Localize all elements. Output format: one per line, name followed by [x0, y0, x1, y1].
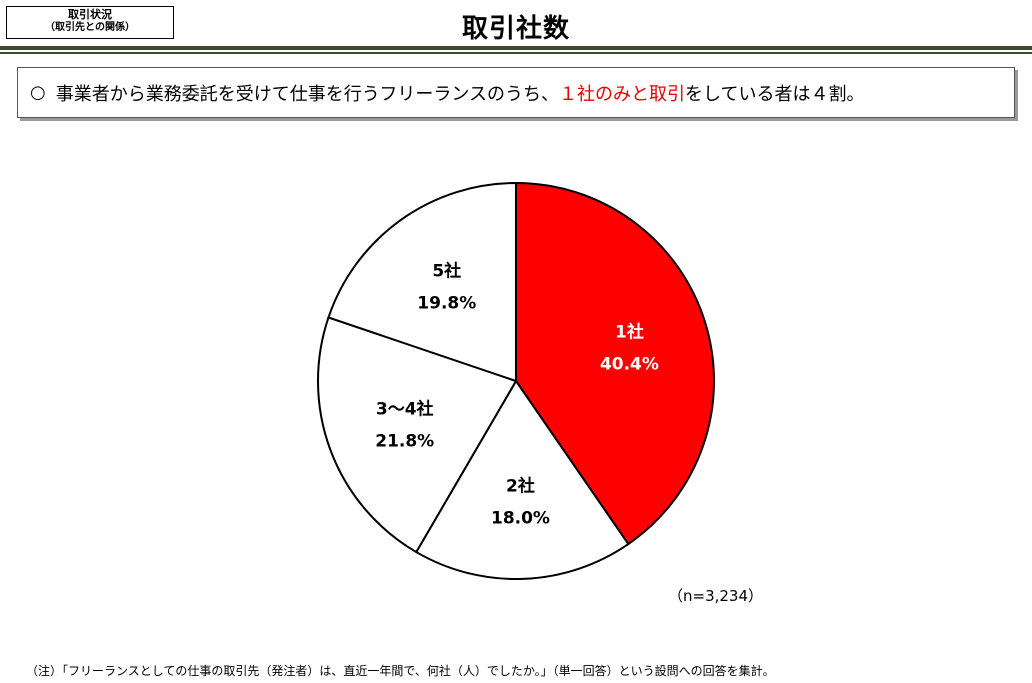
section-tag-line1: 取引状況: [68, 8, 112, 21]
slice-value-4: 19.8%: [417, 293, 476, 313]
title-rule-thick: [0, 46, 1032, 50]
section-tag-line2: （取引先との関係）: [45, 21, 135, 33]
slice-label-2: 2社: [506, 476, 535, 497]
pie-slice-3: [317, 316, 518, 554]
title-rule-thin: [0, 52, 1032, 54]
slice-label-1: 1社: [615, 322, 644, 343]
slice-value-3: 21.8%: [375, 432, 434, 452]
section-tag: 取引状況 （取引先との関係）: [6, 6, 174, 39]
bullet-circle-icon: ○: [30, 82, 46, 103]
page-title: 取引社数: [461, 14, 570, 44]
slice-label-4: 5社: [432, 260, 461, 281]
slice-value-1: 40.4%: [600, 355, 659, 375]
pie-slice-1: [515, 181, 715, 546]
summary-text-after: をしている者は４割。: [685, 83, 865, 105]
pie-slice-4: [327, 181, 517, 383]
sample-size: （n=3,234）: [668, 587, 764, 605]
summary-text-highlight: １社のみと取引: [559, 83, 685, 105]
summary-text-before: 事業者から業務委託を受けて仕事を行うフリーランスのうち、: [55, 83, 559, 105]
footnote: （注）「フリーランスとしての仕事の取引先（発注者）は、直近一年間で、何社（人）で…: [26, 664, 775, 678]
slice-label-3: 3～4社: [376, 399, 434, 420]
pie-slice-2: [414, 379, 630, 580]
summary-box: ○ 事業者から業務委託を受けて仕事を行うフリーランスのうち、 １社のみと取引 を…: [17, 67, 1015, 118]
slice-value-2: 18.0%: [491, 509, 550, 529]
